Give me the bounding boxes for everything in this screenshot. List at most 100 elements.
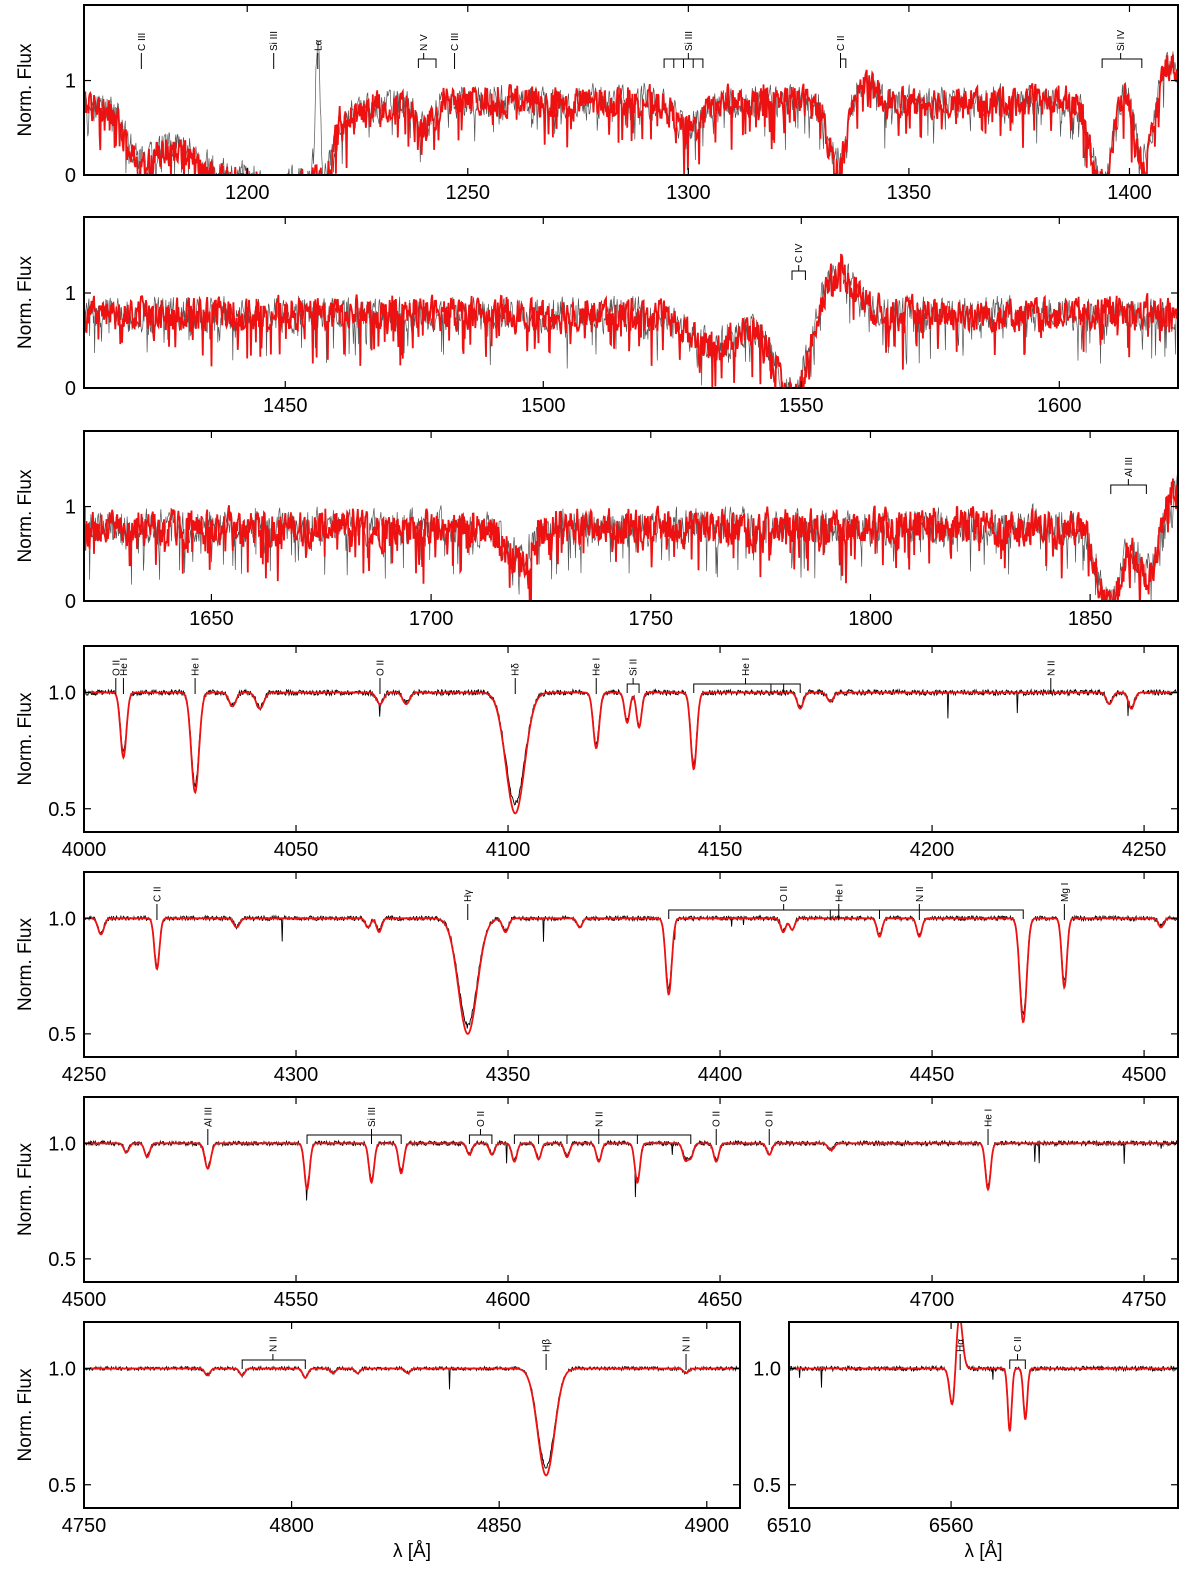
model-spectrum-line xyxy=(84,691,1178,815)
line-label: O II xyxy=(712,1111,723,1127)
panel-frame xyxy=(83,430,1179,602)
line-identification: Si II xyxy=(626,659,640,693)
x-tick-label: 4200 xyxy=(910,839,955,861)
model-spectrum-line xyxy=(84,478,1178,601)
line-identification: O II xyxy=(111,660,122,694)
line-bracket xyxy=(626,683,640,693)
line-label: He I xyxy=(834,884,845,902)
line-label: C II xyxy=(152,886,163,902)
line-label: Si III xyxy=(269,31,280,51)
y-tick-label: 0.5 xyxy=(48,1475,76,1497)
line-identification: O II xyxy=(765,1111,776,1145)
x-tick-label: 4650 xyxy=(698,1289,743,1311)
model-spectrum-line xyxy=(789,1322,1178,1432)
spectrum-panel-7: 4750 4800 4850 4900 0.5 1.0 Norm. Flux λ [Å] N I… xyxy=(15,1321,741,1562)
x-tick-label: 4250 xyxy=(62,1064,107,1086)
observed-spectrum-line xyxy=(789,1322,1178,1428)
line-bracket xyxy=(1110,484,1147,494)
x-tick-label: 1650 xyxy=(189,608,234,630)
line-label: C III xyxy=(450,33,461,51)
x-tick-label: 4000 xyxy=(62,839,107,861)
line-label: Si III xyxy=(367,1107,378,1127)
line-bracket xyxy=(417,58,437,68)
line-label: Hγ xyxy=(463,890,474,902)
x-tick-label: 4850 xyxy=(477,1515,522,1537)
line-label: C III xyxy=(137,33,148,51)
x-tick-label: 4700 xyxy=(910,1289,955,1311)
line-label: C II xyxy=(836,35,847,51)
line-identification: O II xyxy=(712,1111,723,1145)
panel-frame xyxy=(83,1321,741,1509)
panel-frame xyxy=(83,871,1179,1058)
x-tick-label: 1550 xyxy=(779,395,824,417)
x-tick-label: 6510 xyxy=(767,1515,812,1537)
line-identification: He I xyxy=(984,1109,995,1145)
line-label: Si III xyxy=(684,31,695,51)
spectrum-panel-6: 4500 4550 4600 4650 4700 4750 0.5 1.0 Norm. Flux… xyxy=(15,1096,1179,1311)
x-tick-label: 1850 xyxy=(1068,608,1113,630)
y-tick-label: 1.0 xyxy=(48,683,76,705)
line-label: Si II xyxy=(629,659,640,676)
line-bracket xyxy=(1101,58,1143,68)
spectrum-panel-8: 6510 6560 0.5 1.0 λ [Å] Hα C II xyxy=(753,1321,1179,1562)
x-tick-label: 1600 xyxy=(1037,395,1082,417)
x-tick-label: 4500 xyxy=(1122,1064,1167,1086)
line-label: C IV xyxy=(794,243,805,263)
y-tick-label: 0.5 xyxy=(48,799,76,821)
line-label: N II xyxy=(268,1336,279,1352)
line-label: Lα xyxy=(313,39,324,51)
y-axis-title: Norm. Flux xyxy=(15,469,36,562)
model-spectrum-line xyxy=(84,54,1178,175)
line-identification: C III xyxy=(137,33,148,69)
line-identification: C II xyxy=(836,35,847,68)
y-tick-label: 0 xyxy=(65,591,76,613)
line-label: He I xyxy=(741,658,752,676)
line-identification: N II xyxy=(513,1111,692,1144)
line-identification: Lα xyxy=(313,39,324,69)
panel-frame xyxy=(83,4,1179,176)
line-label: Hδ xyxy=(511,663,522,676)
line-label: N V xyxy=(419,34,430,51)
line-identification: N II xyxy=(241,1336,306,1369)
model-spectrum-line xyxy=(84,253,1178,388)
line-label: He I xyxy=(191,658,202,676)
y-tick-label: 1.0 xyxy=(48,1359,76,1381)
line-identification: Si IV xyxy=(1101,30,1143,68)
observed-spectrum-line xyxy=(84,1365,740,1469)
panel-frame xyxy=(83,216,1179,389)
x-tick-label: 4100 xyxy=(486,839,531,861)
x-tick-label: 4800 xyxy=(269,1515,314,1537)
x-tick-label: 4300 xyxy=(274,1064,319,1086)
y-tick-label: 1.0 xyxy=(48,1133,76,1155)
x-tick-label: 1700 xyxy=(409,608,454,630)
x-tick-label: 4750 xyxy=(62,1515,107,1537)
line-label: N II xyxy=(594,1111,605,1127)
panel-frame xyxy=(83,1096,1179,1283)
x-tick-label: 1350 xyxy=(887,182,932,204)
line-identification: N V xyxy=(417,34,437,68)
x-tick-label: 4150 xyxy=(698,839,743,861)
model-spectrum-line xyxy=(84,917,1178,1035)
line-label: O II xyxy=(111,660,122,676)
line-label: N II xyxy=(1046,660,1057,676)
y-tick-label: 1 xyxy=(65,497,76,519)
line-bracket xyxy=(693,683,801,693)
x-tick-label: 1250 xyxy=(446,182,491,204)
y-tick-label: 0.5 xyxy=(48,1024,76,1046)
y-axis-title: Norm. Flux xyxy=(15,1143,36,1236)
x-tick-label: 6560 xyxy=(929,1515,974,1537)
y-tick-label: 0 xyxy=(65,378,76,400)
y-tick-label: 1 xyxy=(65,283,76,305)
line-bracket xyxy=(791,270,806,280)
x-tick-label: 4250 xyxy=(1122,839,1167,861)
y-tick-label: 1 xyxy=(65,71,76,93)
panel-frame xyxy=(83,645,1179,833)
spectrum-panel-4: 4000 4050 4100 4150 4200 4250 0.5 1.0 Norm. Flux… xyxy=(15,645,1179,861)
observed-spectrum-line xyxy=(84,1139,1178,1201)
line-label: O II xyxy=(765,1111,776,1127)
line-label: He I xyxy=(592,658,603,676)
x-tick-label: 1400 xyxy=(1107,182,1152,204)
line-label: Al III xyxy=(1124,457,1135,477)
line-identification: O II xyxy=(468,1111,493,1144)
line-label: Al III xyxy=(203,1107,214,1127)
